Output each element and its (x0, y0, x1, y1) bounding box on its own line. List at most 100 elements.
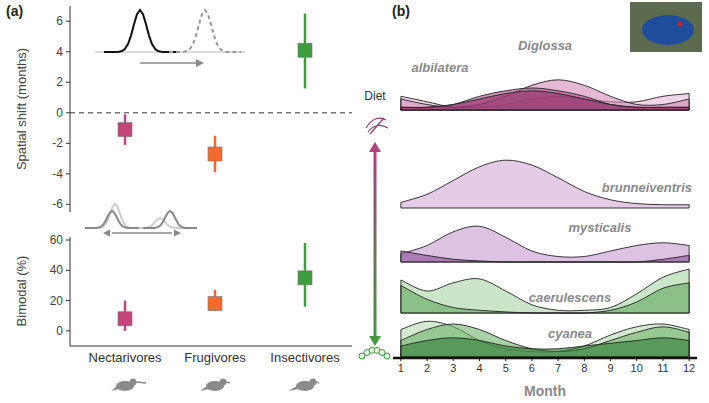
inset-shift (95, 10, 245, 67)
y-tick (66, 112, 70, 113)
inset-arrowhead (103, 230, 181, 237)
x-tick (584, 358, 585, 361)
y-tick (66, 82, 70, 83)
x-tick-label: 8 (581, 362, 587, 374)
x-tick-label: 7 (555, 362, 561, 374)
point: Insectivores (298, 271, 312, 285)
photo-eye (678, 22, 683, 27)
diet-arrowhead (369, 142, 381, 152)
y-axis-line (70, 6, 71, 212)
x-tick-label: 10 (631, 362, 643, 374)
x-tick-label: Insectivores (270, 350, 340, 365)
x-tick (453, 358, 454, 361)
bird-head (220, 379, 227, 386)
y-tick-label: -4 (52, 167, 63, 181)
bird-icon (111, 379, 146, 392)
density-area (401, 338, 689, 357)
photo-bird (642, 15, 694, 45)
x-tick (689, 358, 690, 361)
species-label: albilatera (411, 60, 468, 75)
x-tick-label: 4 (476, 362, 482, 374)
caterpillar-segment (384, 353, 390, 359)
density-area (401, 283, 689, 313)
inset-arrow (112, 232, 172, 234)
x-tick-label: 3 (450, 362, 456, 374)
diet-arrowhead (369, 336, 381, 346)
y-tick-label: 20 (50, 294, 64, 308)
x-tick (427, 358, 428, 361)
flower-icon (366, 118, 388, 134)
panel-label: (b) (392, 3, 410, 19)
species-label: caerulescens (529, 290, 611, 305)
y-tick (66, 51, 70, 52)
flower-shape (366, 118, 388, 134)
diet-arrow (374, 150, 377, 338)
y-tick (66, 300, 70, 301)
y-tick (66, 173, 70, 174)
x-tick (610, 358, 611, 361)
point: Nectarivores (118, 123, 132, 137)
density-area (401, 88, 689, 110)
genus-title: Diglossa (518, 38, 572, 53)
marks: NectarivoresFrugivoresInsectivores (118, 243, 312, 331)
figure: (a)-6-4-20246Spatial shift (months)Necta… (0, 0, 709, 403)
inset-arrow (140, 62, 196, 64)
diet-label: Diet (364, 89, 386, 103)
x-tick (662, 358, 663, 361)
y-tick-label: -6 (52, 197, 63, 211)
density-area (401, 91, 689, 110)
bird-tail (111, 386, 119, 391)
inset-arrowhead (196, 59, 204, 67)
species-label: brunneiventris (602, 180, 692, 195)
x-tick-label: 11 (657, 362, 668, 374)
inset-bimodal (85, 204, 197, 237)
reference-line (70, 112, 352, 113)
inset-curve (85, 211, 139, 228)
x-tick (479, 358, 480, 361)
x-tick-label: 12 (683, 362, 695, 374)
y-tick-label: 6 (56, 14, 63, 28)
point: Insectivores (298, 43, 312, 57)
y-axis-line (70, 237, 71, 346)
species-label: cyanea (548, 326, 592, 341)
density-area (401, 226, 689, 262)
y-tick (66, 270, 70, 271)
y-tick (66, 204, 70, 205)
point: Nectarivores (118, 312, 132, 326)
ridge-marks (401, 80, 689, 357)
x-axis-title: Month (524, 383, 566, 399)
photo (630, 2, 702, 52)
y-tick-label: 2 (56, 75, 63, 89)
bird-icon (288, 379, 319, 392)
x-tick-label: 1 (398, 362, 404, 374)
bird-head (130, 379, 137, 386)
y-tick-label: 40 (50, 263, 64, 277)
y-tick-label: 4 (56, 45, 63, 59)
x-tick-label: 5 (503, 362, 509, 374)
x-tick (531, 358, 532, 361)
photo-bg (630, 2, 702, 52)
x-tick-label: Frugivores (184, 350, 246, 365)
x-tick (558, 358, 559, 361)
y-tick (66, 330, 70, 331)
panel-a-plot-1: 0204060Bimodal (%)NectarivoresFrugivores… (14, 233, 312, 346)
x-tick-label: Nectarivores (89, 350, 162, 365)
panel-label: (a) (6, 3, 23, 19)
density-area (401, 251, 689, 262)
density-area (401, 80, 689, 110)
y-tick-label: 60 (50, 233, 64, 247)
point: Frugivores (208, 147, 222, 161)
bird-icon (200, 379, 230, 392)
inset-curve (143, 211, 197, 228)
y-tick-label: 0 (56, 106, 63, 120)
x-tick (400, 358, 401, 361)
panel-a-plot-0: -6-4-20246Spatial shift (months)Nectariv… (14, 6, 352, 212)
bird-beak (316, 382, 319, 383)
x-tick (505, 358, 506, 361)
x-tick (636, 358, 637, 361)
y-axis-title: Bimodal (%) (14, 256, 29, 327)
x-tick-label: 6 (529, 362, 535, 374)
x-axis-line (393, 357, 697, 360)
x-tick-label: 2 (424, 362, 430, 374)
y-axis-title: Spatial shift (months) (14, 48, 29, 170)
